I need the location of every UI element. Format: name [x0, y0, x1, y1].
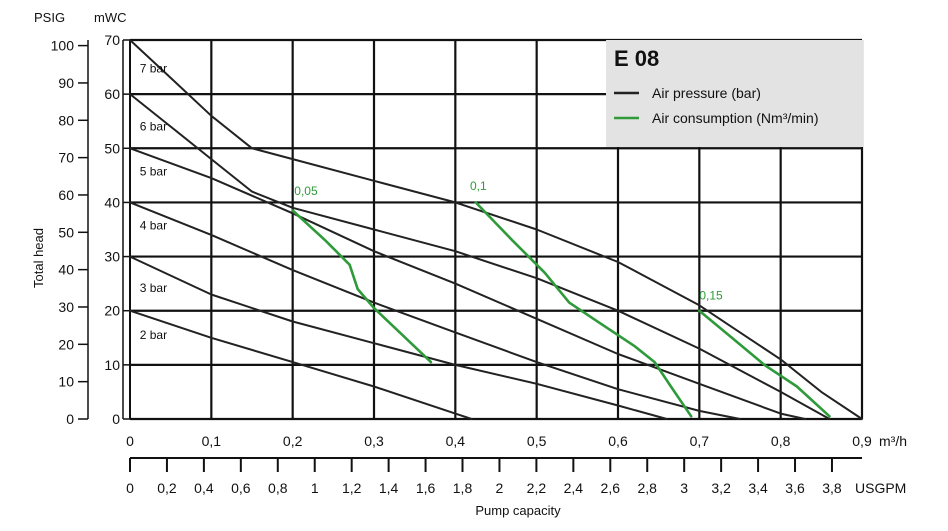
mwc-tick-label: 60 — [104, 86, 120, 102]
x-tick-label: 0,2 — [283, 433, 303, 449]
psig-tick-label: 100 — [51, 38, 75, 54]
psig-unit-label: PSIG — [34, 10, 65, 25]
mwc-tick-label: 0 — [112, 411, 120, 427]
usgpm-tick-label: 1,2 — [342, 480, 362, 496]
psig-tick-label: 50 — [58, 224, 74, 240]
pressure-curve-2-bar — [129, 309, 473, 420]
pressure-curve-6-bar — [129, 93, 831, 420]
consumption-curve-label: 0,1 — [470, 179, 487, 193]
usgpm-tick-label: 1,8 — [453, 480, 473, 496]
x-tick-label: 0,7 — [690, 433, 710, 449]
psig-tick-label: 80 — [58, 112, 74, 128]
psig-tick-label: 90 — [58, 75, 74, 91]
axis-labels: PSIG mWC Total head m³/h USGPM Pump capa… — [31, 10, 907, 518]
usgpm-tick-label: 1 — [311, 480, 319, 496]
usgpm-tick-label: 1,4 — [379, 480, 399, 496]
usgpm-tick-label: 0,6 — [231, 480, 251, 496]
x-tick-label: 0,3 — [364, 433, 384, 449]
usgpm-tick-label: 0,8 — [268, 480, 288, 496]
psig-tick-label: 10 — [58, 374, 74, 390]
usgpm-tick-label: 2,2 — [527, 480, 547, 496]
usgpm-tick-label: 3 — [680, 480, 688, 496]
legend-box — [606, 40, 863, 147]
consumption-curve-0-05 — [291, 209, 433, 364]
consumption-curve-label: 0,05 — [294, 184, 318, 198]
usgpm-tick-label: 0,2 — [157, 480, 177, 496]
x-tick-label: 0 — [126, 433, 134, 449]
pressure-curve-label: 2 bar — [140, 328, 167, 342]
data-curves: 7 bar 6 bar 5 bar 4 bar 3 bar 2 bar 0,05 0,1 0,1… — [129, 39, 863, 420]
usgpm-tick-label: 3,8 — [822, 480, 842, 496]
pressure-curve-7-bar — [129, 39, 863, 420]
psig-tick-label: 30 — [58, 299, 74, 315]
pressure-curve-5-bar — [129, 147, 807, 420]
psig-tick-label: 40 — [58, 262, 74, 278]
mwc-tick-label: 20 — [104, 303, 120, 319]
x-unit-label: m³/h — [879, 433, 907, 449]
pressure-curve-label: 4 bar — [140, 219, 167, 233]
x-tick-label: 0,5 — [527, 433, 547, 449]
mwc-tick-label: 40 — [104, 194, 120, 210]
usgpm-tick-label: 2,6 — [601, 480, 621, 496]
consumption-curve-label: 0,15 — [699, 288, 723, 302]
psig-tick-label: 60 — [58, 187, 74, 203]
x-tick-label: 0,1 — [202, 433, 222, 449]
mwc-tick-label: 30 — [104, 249, 120, 265]
mwc-tick-label: 50 — [104, 140, 120, 156]
legend-label-pressure: Air pressure (bar) — [652, 85, 761, 101]
usgpm-tick-label: 3,2 — [711, 480, 731, 496]
usgpm-tick-label: 3,6 — [785, 480, 805, 496]
usgpm-tick-label: 3,4 — [748, 480, 768, 496]
x-tick-label: 0,4 — [446, 433, 466, 449]
psig-tick-label: 70 — [58, 150, 74, 166]
plot-grid — [129, 38, 864, 421]
pressure-curve-label: 6 bar — [140, 119, 167, 133]
pressure-curve-label: 7 bar — [140, 61, 167, 75]
y-axis-title: Total head — [31, 228, 46, 288]
pressure-curve-3-bar — [129, 255, 668, 420]
usgpm-tick-label: 2 — [496, 480, 504, 496]
consumption-curve-0-1 — [474, 201, 693, 418]
mwc-unit-label: mWC — [94, 10, 127, 25]
usgpm-tick-label: 0 — [126, 480, 134, 496]
usgpm-tick-label: 0,4 — [194, 480, 214, 496]
consumption-curve-0-15 — [698, 309, 831, 418]
x-tick-label: 0,8 — [771, 433, 791, 449]
mwc-tick-label: 70 — [104, 32, 120, 48]
chart-title: E 08 — [614, 46, 659, 71]
x-tick-label: 0,9 — [852, 433, 872, 449]
usgpm-tick-label: 1,6 — [416, 480, 436, 496]
pressure-curve-label: 3 bar — [140, 281, 167, 295]
legend: E 08 Air pressure (bar) Air consumption … — [606, 40, 863, 147]
psig-tick-label: 20 — [58, 336, 74, 352]
x-axis-title: Pump capacity — [475, 503, 561, 518]
usgpm-tick-label: 2,4 — [564, 480, 584, 496]
usgpm-unit-label: USGPM — [855, 480, 906, 496]
legend-label-consumption: Air consumption (Nm³/min) — [652, 110, 818, 126]
psig-tick-label: 0 — [66, 411, 74, 427]
usgpm-tick-label: 2,8 — [638, 480, 658, 496]
mwc-tick-label: 10 — [104, 357, 120, 373]
pressure-curve-4-bar — [129, 201, 741, 420]
pressure-curve-label: 5 bar — [140, 164, 167, 178]
x-tick-label: 0,6 — [608, 433, 628, 449]
